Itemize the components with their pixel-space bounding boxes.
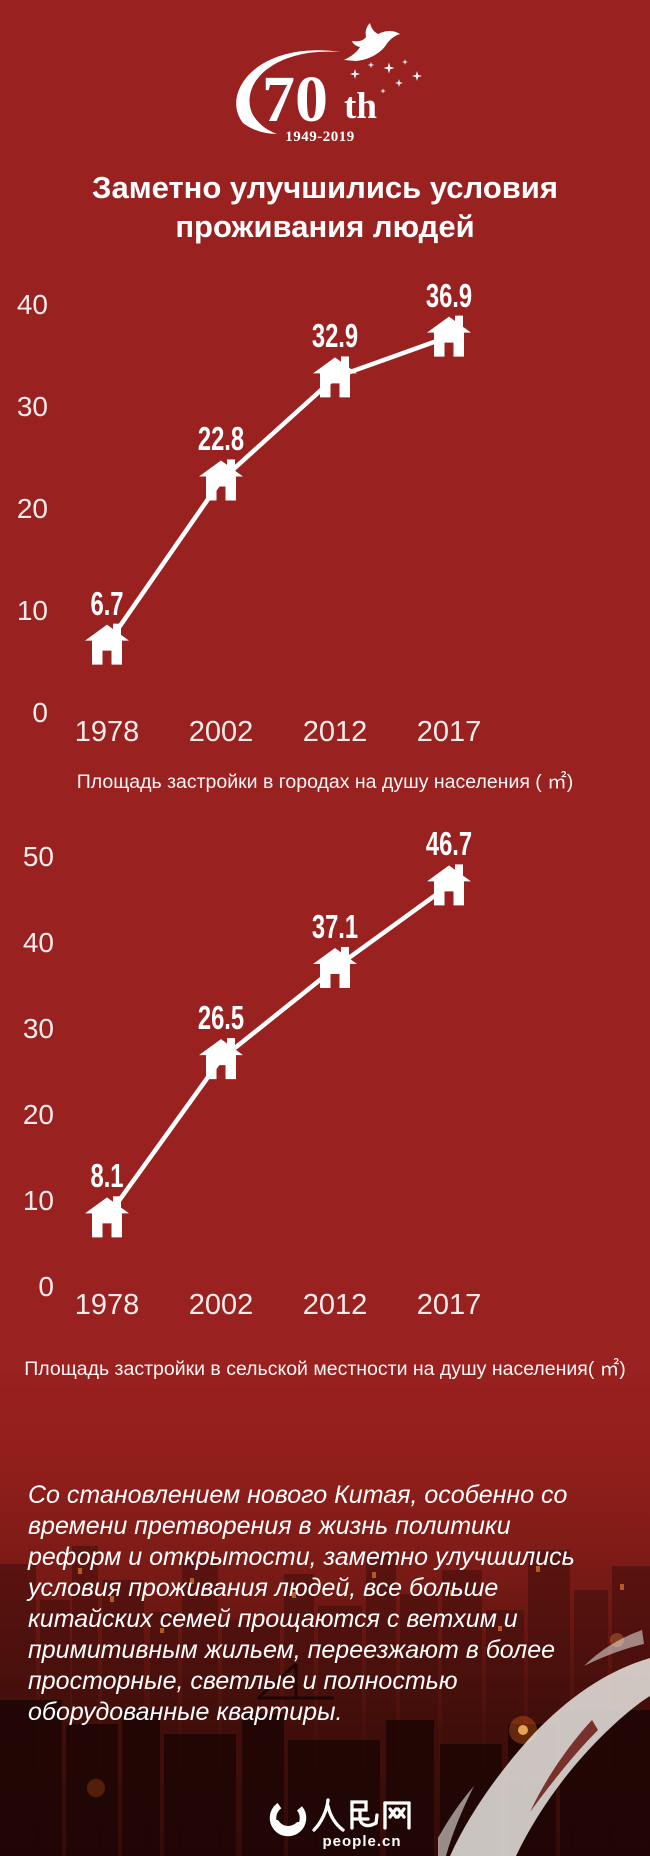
window-lights xyxy=(78,1566,624,1633)
y-tick-label: 0 xyxy=(32,697,48,728)
house-icon xyxy=(427,864,471,906)
dove-icon xyxy=(344,23,400,61)
y-tick-label: 10 xyxy=(22,1185,54,1216)
y-tick-label: 40 xyxy=(16,289,48,320)
y-tick-label: 0 xyxy=(38,1271,54,1302)
x-axis-year-label: 1978 xyxy=(74,1289,140,1321)
anniversary-70th-logo: 70 th 1949-2019 xyxy=(236,23,422,145)
data-value-label: 6.7 xyxy=(90,584,124,622)
data-value-label: 8.1 xyxy=(90,1157,124,1195)
logo-suffix: th xyxy=(344,86,377,127)
house-icon xyxy=(199,459,243,501)
y-tick-label: 50 xyxy=(22,841,54,872)
house-icon xyxy=(313,946,357,988)
chart-line-1 xyxy=(105,334,450,646)
x-axis-year-label: 2012 xyxy=(302,716,368,748)
y-tick-label: 40 xyxy=(22,927,54,958)
house-icon xyxy=(85,623,129,665)
people-cn-wordmark xyxy=(312,1798,411,1832)
data-value-label: 22.8 xyxy=(197,420,245,458)
chart-line-2 xyxy=(105,883,451,1219)
x-axis-year-label: 2017 xyxy=(416,716,482,748)
house-icon xyxy=(427,315,471,357)
chart-caption-2: Площадь застройки в сельской местности н… xyxy=(24,1358,626,1380)
house-icon xyxy=(199,1038,243,1080)
data-value-label: 32.9 xyxy=(311,317,359,355)
swoosh-arc xyxy=(236,50,340,135)
house-icon xyxy=(85,1196,129,1238)
page-title: Заметно улучшились условия проживания лю… xyxy=(92,170,558,244)
data-value-label: 37.1 xyxy=(311,907,359,945)
cityscape-background xyxy=(0,1368,650,1856)
y-tick-label: 20 xyxy=(22,1099,54,1130)
people-cn-logo: people.cn xyxy=(269,1798,411,1850)
x-axis-year-label: 1978 xyxy=(74,716,140,748)
x-axis-year-label: 2017 xyxy=(416,1289,482,1321)
light-ribbon-art xyxy=(438,1630,650,1856)
x-axis-year-label: 2002 xyxy=(188,1289,254,1321)
logo-number: 70 xyxy=(262,63,328,136)
house-icon xyxy=(313,356,357,398)
y-tick-label: 20 xyxy=(16,493,48,524)
sparkle-stars xyxy=(350,59,422,94)
y-tick-label: 30 xyxy=(16,391,48,422)
data-value-label: 26.5 xyxy=(197,999,245,1037)
data-value-label: 46.7 xyxy=(425,825,473,863)
people-cn-logo-icon xyxy=(269,1799,307,1837)
y-tick-label: 30 xyxy=(22,1013,54,1044)
crane-silhouette xyxy=(256,1662,334,1700)
logo-years: 1949-2019 xyxy=(285,129,355,145)
chart-caption-1: Площадь застройки в городах на душу насе… xyxy=(76,771,574,793)
summary-paragraph: Со становлением нового Китая, особенно с… xyxy=(28,1481,575,1726)
city-skyline-art xyxy=(0,1546,650,1856)
people-cn-url: people.cn xyxy=(322,1833,401,1850)
data-value-label: 36.9 xyxy=(425,276,473,314)
y-tick-label: 10 xyxy=(16,595,48,626)
x-axis-year-label: 2012 xyxy=(302,1289,368,1321)
x-axis-year-label: 2002 xyxy=(188,716,254,748)
